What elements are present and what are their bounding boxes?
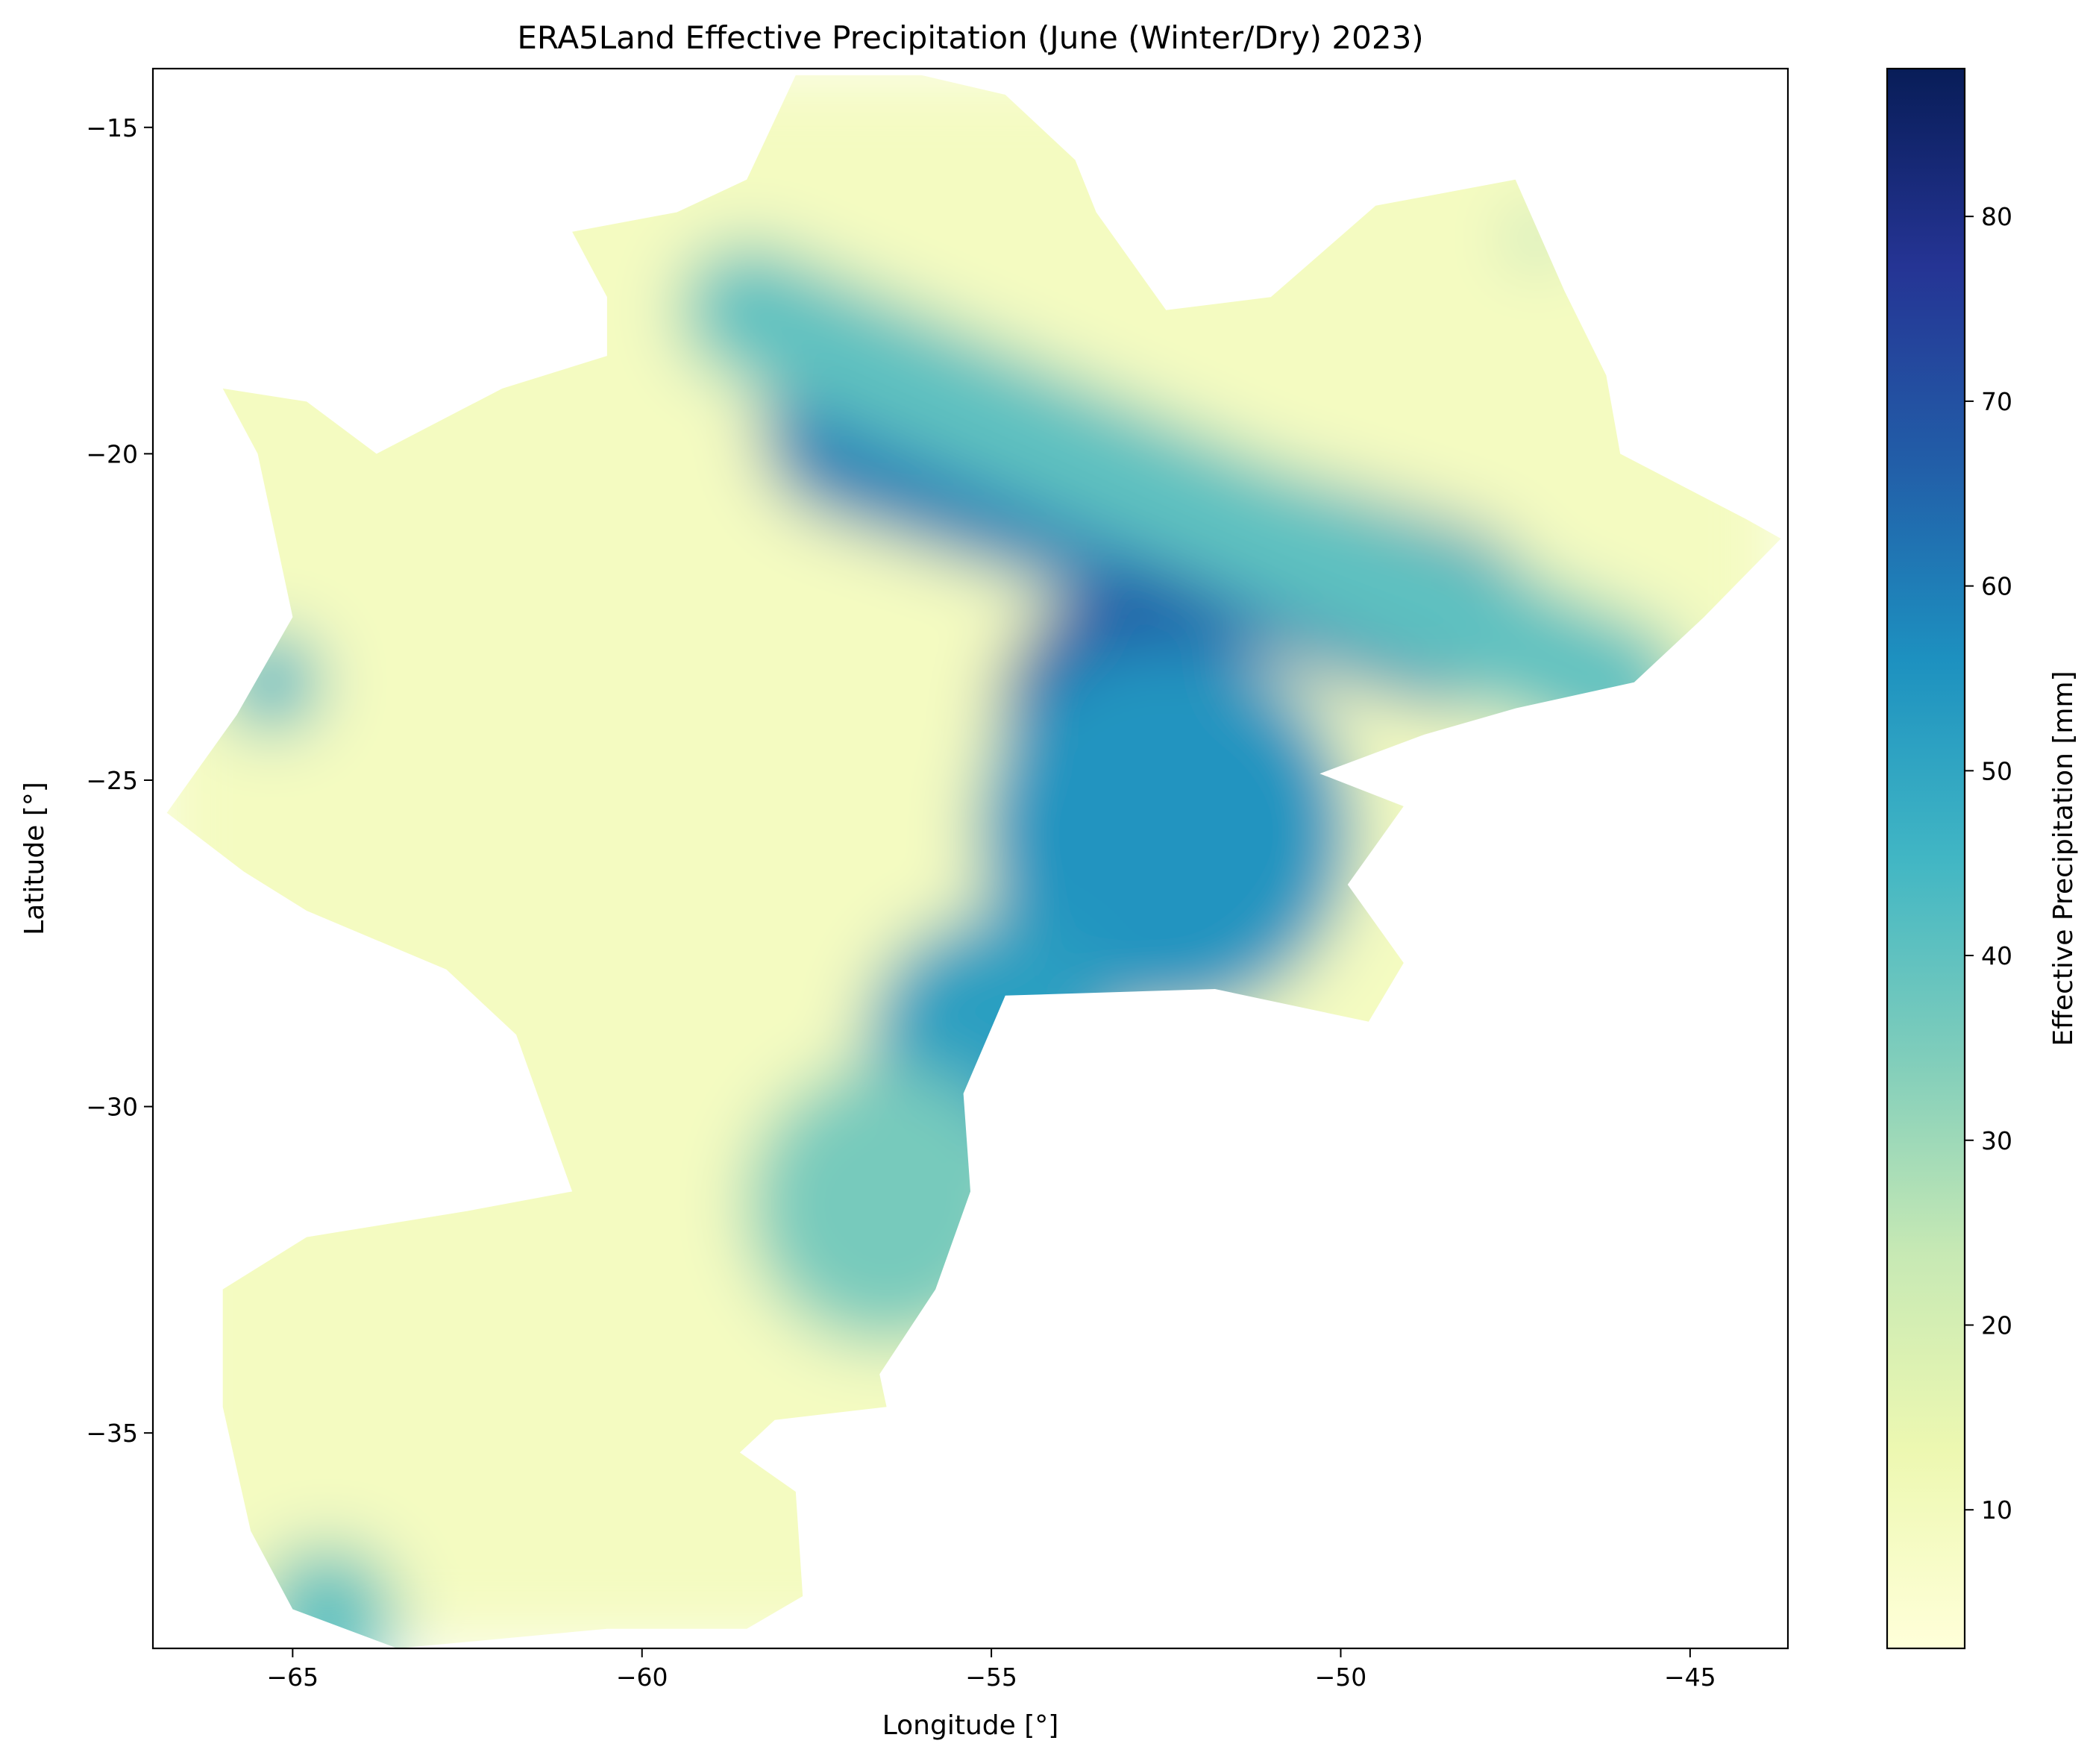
- y-tick-label: −20: [86, 439, 138, 468]
- colorbar-tick-label: 40: [1981, 941, 2012, 970]
- heatmap-layer: [166, 75, 1781, 1648]
- plot-frame: [151, 67, 1789, 1650]
- y-tick-label: −15: [86, 113, 138, 142]
- colorbar-tick-label: 50: [1981, 756, 2012, 785]
- x-tick-label: −65: [267, 1663, 319, 1692]
- chart-title: ERA5Land Effective Precipitation (June (…: [517, 19, 1423, 56]
- x-axis-label: Longitude [°]: [882, 1710, 1059, 1741]
- colorbar-ticks: 10 20 30 40 50 60 70 80: [1965, 202, 2012, 1525]
- colorbar-tick-label: 30: [1981, 1126, 2012, 1155]
- precip-blob-6: [747, 1064, 1026, 1345]
- precip-blob-7: [257, 1545, 398, 1648]
- colorbar-label: Effective Precipitation [mm]: [2048, 671, 2079, 1046]
- precipitation-field: [166, 75, 1781, 1648]
- precip-blob-4: [977, 644, 1355, 1021]
- colorbar-tick-label: 70: [1981, 387, 2012, 416]
- x-tick-label: −60: [616, 1663, 668, 1692]
- colorbar-tick-label: 80: [1981, 202, 2012, 231]
- y-tick-label: −35: [86, 1419, 138, 1448]
- y-tick-label: −30: [86, 1093, 138, 1122]
- colorbar-tick-label: 20: [1981, 1311, 2012, 1340]
- x-tick-label: −45: [1664, 1663, 1716, 1692]
- x-axis-ticks: −65 −60 −55 −50 −45: [267, 1648, 1716, 1692]
- y-tick-label: −25: [86, 766, 138, 795]
- y-axis-label: Latitude [°]: [19, 782, 50, 935]
- precip-band-2: [680, 243, 1687, 756]
- colorbar-gradient: [1886, 67, 1966, 1650]
- colorbar-tick-label: 10: [1981, 1495, 2012, 1525]
- colorbar-tick-label: 60: [1981, 572, 2012, 601]
- x-tick-label: −55: [965, 1663, 1017, 1692]
- field-background: [166, 75, 1781, 1648]
- colorbar: 10 20 30 40 50 60 70 80 Effective Precipitation…: [1886, 67, 2079, 1650]
- x-tick-label: −50: [1315, 1663, 1367, 1692]
- precip-blob-9: [1515, 217, 1557, 260]
- precip-blob-8: [222, 633, 321, 732]
- y-axis-ticks: −15 −20 −25 −30 −35: [86, 113, 153, 1448]
